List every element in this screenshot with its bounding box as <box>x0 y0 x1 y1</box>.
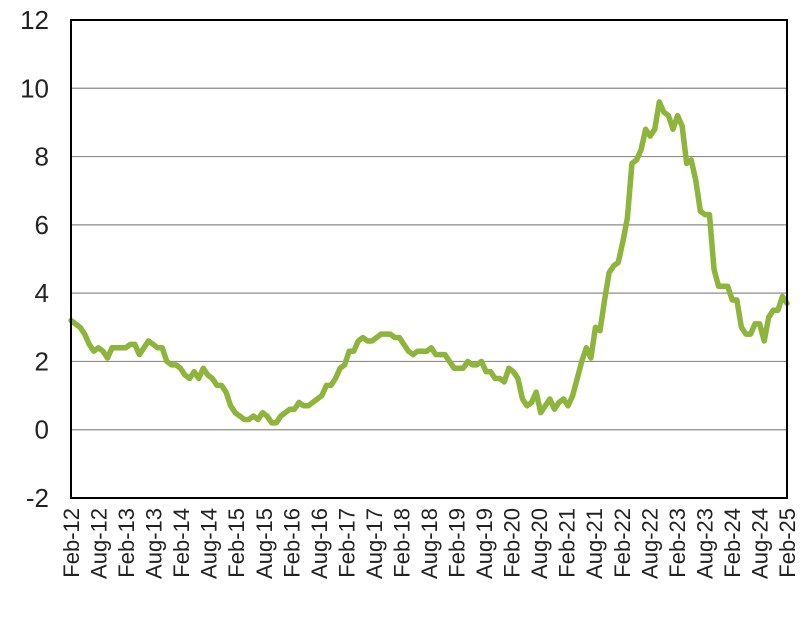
y-tick-label: 8 <box>35 142 49 172</box>
y-tick-label: 4 <box>35 278 49 308</box>
y-tick-label: 0 <box>35 415 49 445</box>
x-tick-label: Feb-19 <box>445 508 470 578</box>
y-tick-label: 6 <box>35 210 49 240</box>
x-tick-label: Feb-16 <box>279 508 304 578</box>
y-tick-label: 10 <box>20 73 49 103</box>
x-tick-label: Aug-21 <box>582 508 607 579</box>
x-tick-label: Aug-13 <box>142 508 167 579</box>
series-line-0 <box>68 99 790 426</box>
x-tick-label: Feb-20 <box>500 508 525 578</box>
x-tick-label: Aug-19 <box>472 508 497 579</box>
x-tick-label: Aug-16 <box>307 508 332 579</box>
x-tick-label: Aug-14 <box>197 508 222 579</box>
x-tick-label: Feb-25 <box>775 508 800 578</box>
x-tick-label: Feb-17 <box>334 508 359 578</box>
y-tick-label: 2 <box>35 346 49 376</box>
x-tick-label: Feb-14 <box>169 508 194 578</box>
x-tick-label: Feb-12 <box>59 508 84 578</box>
x-tick-label: Aug-23 <box>692 508 717 579</box>
series-layer <box>68 99 790 426</box>
x-axis-tick-labels: Feb-12 Aug-12 Feb-13 Aug-13 Feb-14 Aug-14 Feb-… <box>59 508 800 579</box>
grid-lines <box>71 87 787 431</box>
x-tick-label: Feb-18 <box>389 508 414 578</box>
x-tick-label: Aug-15 <box>252 508 277 579</box>
x-tick-label: Aug-18 <box>417 508 442 579</box>
x-tick-label: Aug-12 <box>87 508 112 579</box>
x-tick-label: Feb-22 <box>610 508 635 578</box>
x-tick-label: Feb-21 <box>555 508 580 578</box>
x-tick-label: Feb-24 <box>720 508 745 578</box>
x-tick-label: Aug-22 <box>637 508 662 579</box>
x-tick-label: Feb-23 <box>665 508 690 578</box>
y-axis-tick-labels: -2 0 2 4 6 8 10 12 <box>20 5 49 513</box>
x-tick-label: Aug-24 <box>747 508 772 579</box>
x-tick-label: Aug-17 <box>362 508 387 579</box>
x-tick-label: Feb-13 <box>114 508 139 578</box>
plot-area-frame <box>70 19 788 499</box>
x-tick-label: Feb-15 <box>224 508 249 578</box>
y-tick-label: -2 <box>26 483 49 513</box>
x-tick-label: Aug-20 <box>527 508 552 579</box>
y-tick-label: 12 <box>20 5 49 35</box>
